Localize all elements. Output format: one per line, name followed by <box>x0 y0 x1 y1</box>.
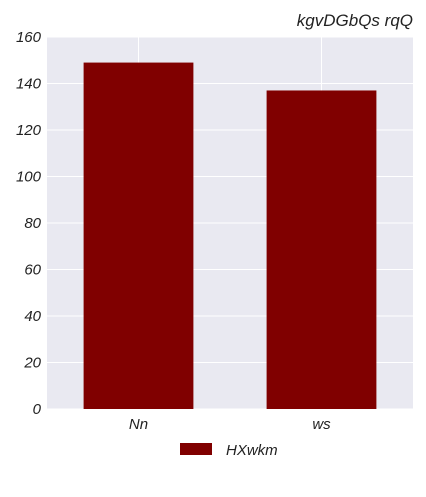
x-tick-label: Nn <box>129 416 148 433</box>
y-tick-label: 160 <box>16 29 42 46</box>
legend: HXwkm <box>180 442 278 459</box>
bar-ws <box>266 90 377 409</box>
legend-label: HXwkm <box>226 442 278 459</box>
x-tick-label: ws <box>312 416 331 433</box>
y-tick-label: 100 <box>16 169 42 186</box>
y-tick-label: 20 <box>23 355 41 372</box>
bar-nn <box>83 62 194 409</box>
legend-swatch <box>180 443 212 455</box>
chart-title: kgvDGbQs rqQ <box>297 11 413 30</box>
y-tick-label: 0 <box>33 401 42 418</box>
y-tick-label: 60 <box>24 262 41 279</box>
y-tick-label: 40 <box>24 308 41 325</box>
y-tick-label: 140 <box>16 76 42 93</box>
y-tick-label: 80 <box>24 215 41 232</box>
x-axis-ticks: Nn ws <box>129 416 331 433</box>
y-tick-label: 120 <box>16 122 42 139</box>
bars <box>83 62 377 409</box>
y-axis-ticks: 0 20 40 60 80 100 120 140 160 <box>16 29 42 418</box>
